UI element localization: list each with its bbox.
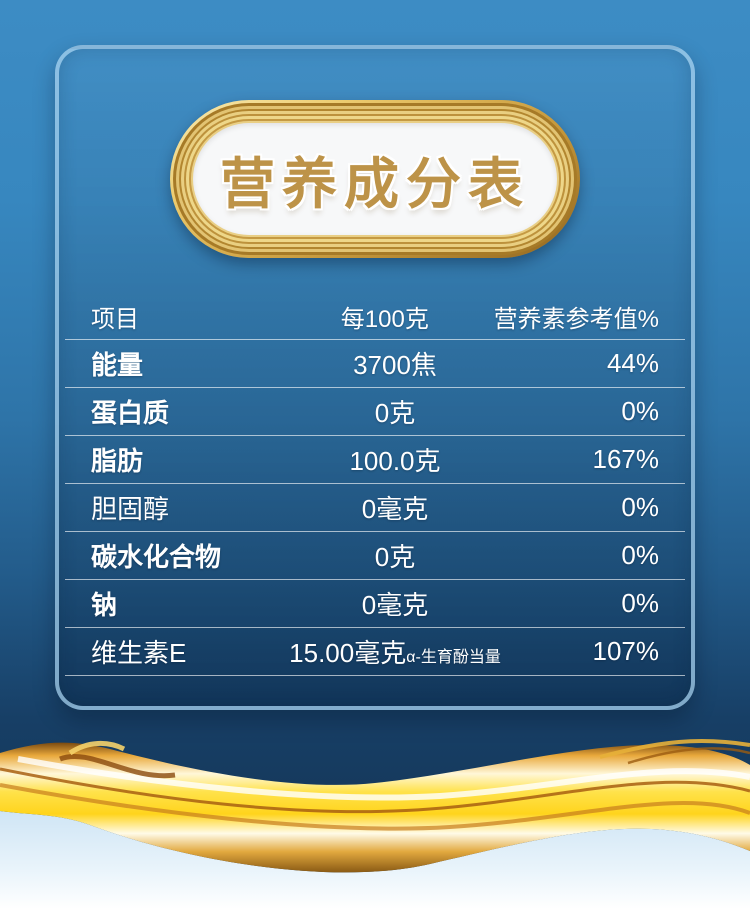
nutrient-name: 脂肪 [91,446,144,476]
title-badge-inner: 营养成分表 [193,123,557,235]
nutrient-amount-suffix: α-生育酚当量 [406,649,501,666]
table-row: 脂肪 100.0克 167% [65,436,685,484]
nutrient-name: 胆固醇 [91,494,170,524]
nutrient-nrv: 107% [592,636,660,666]
nutrient-nrv: 167% [592,444,660,474]
table-row: 胆固醇 0毫克 0% [65,484,685,532]
nutrition-table: 项目 每100克 营养素参考值% 能量 3700焦 44% 蛋白质 0克 0% … [65,294,685,676]
nutrient-nrv: 0% [621,588,659,618]
nutrient-amount: 15.00毫克α-生育酚当量 [276,633,514,670]
nutrition-card: 营养成分表 项目 每100克 营养素参考值% 能量 3700焦 44% 蛋白质 … [55,45,695,710]
table-header-row: 项目 每100克 营养素参考值% [65,294,685,340]
table-row: 蛋白质 0克 0% [65,388,685,436]
nutrient-amount: 0毫克 [361,590,429,620]
nutrient-name: 蛋白质 [91,398,170,428]
header-item: 项目 [91,306,139,333]
table-row: 能量 3700焦 44% [65,340,685,388]
nutrient-nrv: 0% [621,492,659,522]
nutrient-nrv: 44% [606,348,659,378]
nutrient-amount-main: 15.00毫克 [289,638,407,668]
table-row: 钠 0毫克 0% [65,580,685,628]
header-nrv: 营养素参考值% [493,306,659,333]
title-badge: 营养成分表 [170,100,580,258]
nutrient-nrv: 0% [621,396,659,426]
nutrient-amount: 0克 [374,398,416,428]
oil-wave-graphic [0,739,750,909]
nutrient-amount: 0克 [374,542,416,572]
header-per100g: 每100克 [340,306,429,333]
nutrient-amount: 0毫克 [361,494,429,524]
table-row: 维生素E 15.00毫克α-生育酚当量 107% [65,628,685,676]
nutrient-name: 能量 [91,350,144,380]
nutrient-name: 维生素E [91,638,187,668]
nutrient-name: 钠 [91,590,118,620]
nutrient-amount: 100.0克 [349,446,441,476]
table-row: 碳水化合物 0克 0% [65,532,685,580]
nutrient-amount: 3700焦 [353,350,437,380]
nutrient-name: 碳水化合物 [91,542,222,572]
nutrient-nrv: 0% [621,540,659,570]
page-title: 营养成分表 [219,153,530,215]
